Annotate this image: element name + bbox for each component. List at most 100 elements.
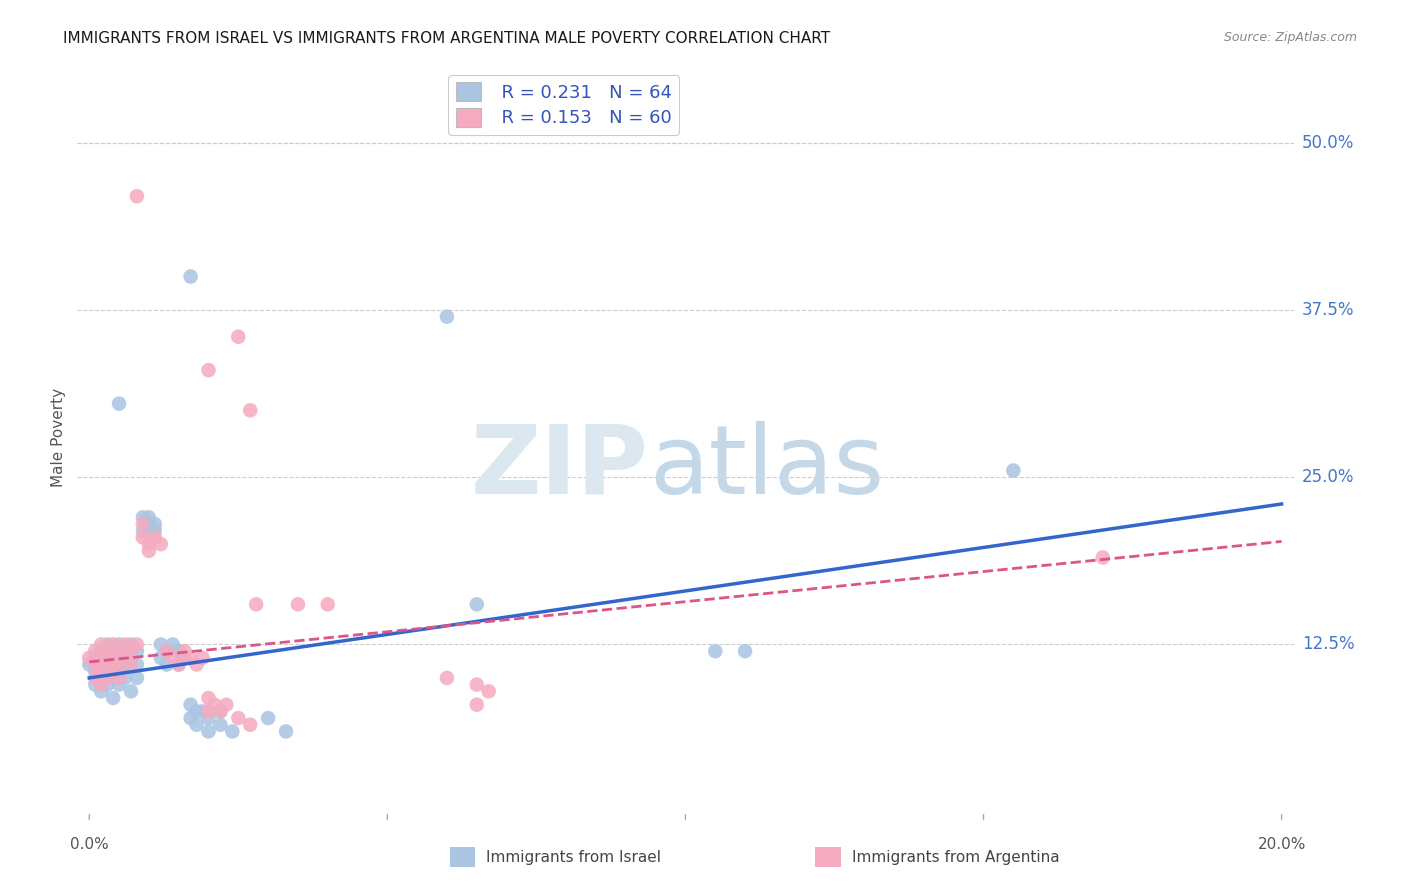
Point	[173, 644, 195, 658]
Y-axis label: Male Poverty: Male Poverty	[51, 387, 66, 487]
Point	[77, 651, 100, 665]
Text: 12.5%: 12.5%	[1302, 635, 1354, 654]
Point	[1091, 550, 1114, 565]
Point	[173, 651, 195, 665]
Point	[191, 651, 214, 665]
Point	[132, 517, 155, 532]
Point	[96, 664, 118, 679]
Point	[120, 651, 142, 665]
Legend:   R = 0.231   N = 64,   R = 0.153   N = 60: R = 0.231 N = 64, R = 0.153 N = 60	[449, 75, 679, 135]
Point	[465, 698, 488, 712]
Point	[138, 517, 160, 532]
Point	[478, 684, 501, 698]
Point	[114, 671, 136, 685]
Point	[436, 310, 458, 324]
Point	[465, 598, 488, 612]
Text: Source: ZipAtlas.com: Source: ZipAtlas.com	[1223, 31, 1357, 45]
Point	[167, 657, 190, 672]
Point	[108, 657, 131, 672]
Point	[191, 705, 214, 719]
Point	[162, 651, 184, 665]
Point	[120, 644, 142, 658]
Text: atlas: atlas	[650, 420, 884, 514]
Point	[84, 644, 107, 658]
Point	[125, 637, 148, 651]
Point	[167, 657, 190, 672]
Point	[96, 637, 118, 651]
Point	[84, 664, 107, 679]
Point	[114, 657, 136, 672]
Point	[162, 637, 184, 651]
Point	[143, 517, 166, 532]
Point	[108, 664, 131, 679]
Point	[197, 363, 219, 377]
Point	[90, 644, 112, 658]
Text: IMMIGRANTS FROM ISRAEL VS IMMIGRANTS FROM ARGENTINA MALE POVERTY CORRELATION CHA: IMMIGRANTS FROM ISRAEL VS IMMIGRANTS FRO…	[63, 31, 831, 46]
Point	[156, 657, 179, 672]
Point	[90, 657, 112, 672]
Text: Immigrants from Israel: Immigrants from Israel	[486, 850, 661, 864]
Point	[84, 651, 107, 665]
Point	[143, 530, 166, 544]
Point	[197, 711, 219, 725]
Point	[96, 644, 118, 658]
Point	[209, 705, 232, 719]
Point	[138, 543, 160, 558]
Point	[96, 678, 118, 692]
Point	[90, 664, 112, 679]
Point	[120, 657, 142, 672]
Point	[125, 671, 148, 685]
Text: 0.0%: 0.0%	[70, 837, 108, 852]
Text: Immigrants from Argentina: Immigrants from Argentina	[852, 850, 1060, 864]
Point	[101, 651, 124, 665]
Point	[90, 637, 112, 651]
Point	[120, 684, 142, 698]
Point	[156, 644, 179, 658]
Point	[96, 671, 118, 685]
Point	[84, 678, 107, 692]
Point	[138, 510, 160, 524]
Point	[132, 524, 155, 538]
Point	[114, 637, 136, 651]
Text: ZIP: ZIP	[471, 420, 650, 514]
Point	[226, 330, 249, 344]
Point	[90, 651, 112, 665]
Point	[221, 724, 243, 739]
Point	[101, 657, 124, 672]
Point	[125, 189, 148, 203]
Point	[125, 657, 148, 672]
Point	[120, 637, 142, 651]
Point	[108, 651, 131, 665]
Point	[209, 717, 232, 731]
Point	[90, 671, 112, 685]
Point	[108, 644, 131, 658]
Point	[132, 510, 155, 524]
Point	[316, 598, 339, 612]
Point	[84, 671, 107, 685]
Point	[149, 637, 172, 651]
Point	[125, 644, 148, 658]
Point	[108, 637, 131, 651]
Point	[180, 269, 202, 284]
Point	[101, 664, 124, 679]
Point	[186, 717, 208, 731]
Point	[167, 644, 190, 658]
Point	[245, 598, 267, 612]
Point	[180, 651, 202, 665]
Point	[84, 657, 107, 672]
Point	[149, 651, 172, 665]
Point	[287, 598, 309, 612]
Point	[96, 657, 118, 672]
Point	[108, 671, 131, 685]
Point	[257, 711, 280, 725]
Point	[197, 705, 219, 719]
Text: 20.0%: 20.0%	[1257, 837, 1306, 852]
Point	[226, 711, 249, 725]
Point	[101, 690, 124, 705]
Point	[186, 657, 208, 672]
Point	[215, 698, 238, 712]
Point	[186, 705, 208, 719]
Point	[143, 524, 166, 538]
Point	[138, 537, 160, 551]
Point	[180, 698, 202, 712]
